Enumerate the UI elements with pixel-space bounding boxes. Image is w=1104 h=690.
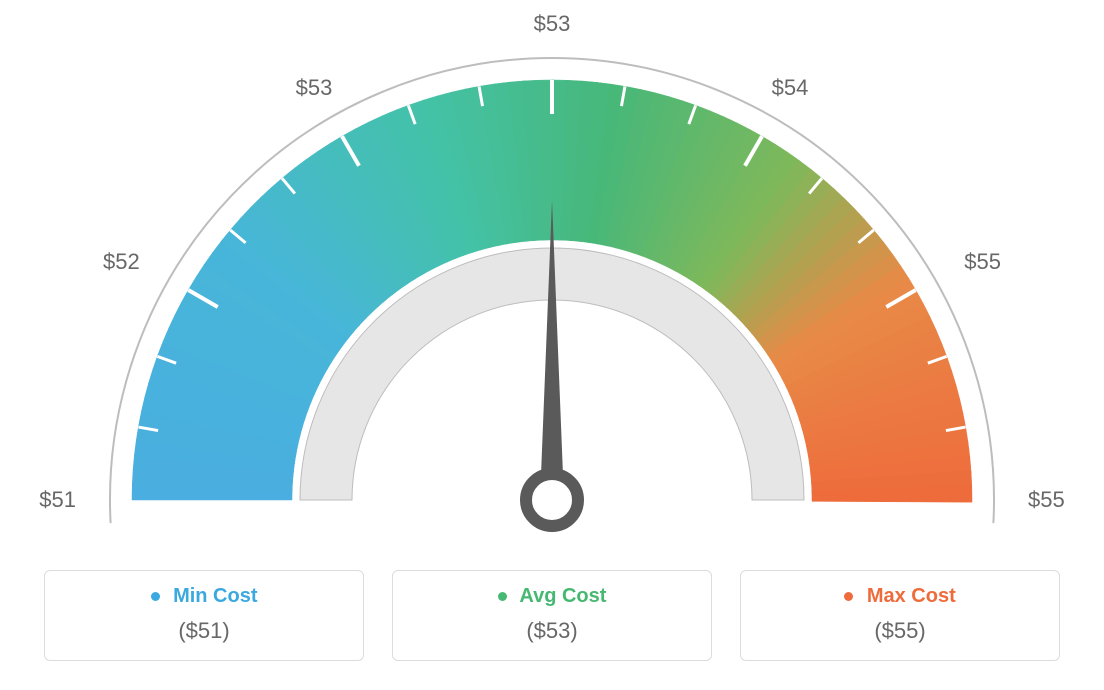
dot-icon (151, 592, 160, 601)
legend-value: ($55) (751, 618, 1049, 644)
gauge-svg: $51 $52 $53 $53 $54 $55 $55 (0, 0, 1104, 560)
legend-title-max: Max Cost (751, 585, 1049, 608)
svg-text:$53: $53 (296, 75, 333, 100)
legend-card-max: Max Cost ($55) (740, 570, 1060, 661)
svg-text:$53: $53 (534, 11, 571, 36)
legend-row: Min Cost ($51) Avg Cost ($53) Max Cost (… (0, 570, 1104, 661)
legend-card-avg: Avg Cost ($53) (392, 570, 712, 661)
legend-title-min: Min Cost (55, 585, 353, 608)
legend-label: Min Cost (173, 585, 257, 607)
legend-value: ($51) (55, 618, 353, 644)
svg-text:$55: $55 (964, 249, 1001, 274)
gauge-chart: $51 $52 $53 $53 $54 $55 $55 (0, 0, 1104, 560)
legend-label: Max Cost (867, 585, 956, 607)
legend-title-avg: Avg Cost (403, 585, 701, 608)
legend-label: Avg Cost (519, 585, 606, 607)
svg-text:$52: $52 (103, 249, 140, 274)
dot-icon (844, 592, 853, 601)
legend-card-min: Min Cost ($51) (44, 570, 364, 661)
svg-text:$51: $51 (39, 487, 76, 512)
dot-icon (498, 592, 507, 601)
legend-value: ($53) (403, 618, 701, 644)
svg-text:$54: $54 (772, 75, 809, 100)
svg-text:$55: $55 (1028, 487, 1065, 512)
